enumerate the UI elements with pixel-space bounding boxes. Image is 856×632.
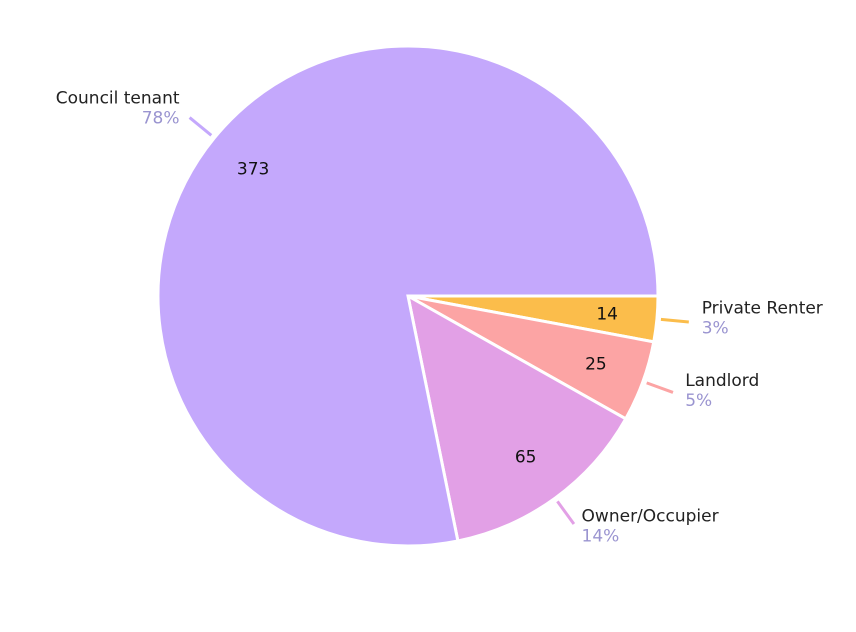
leader-line [188, 116, 213, 137]
leader-line [646, 381, 674, 394]
leader-line [660, 317, 689, 324]
slice-label: Landlord [685, 371, 759, 391]
slice-count: 25 [585, 354, 607, 374]
leader-line [556, 500, 576, 525]
slice-label: Private Renter [702, 299, 823, 319]
slice-count: 373 [237, 159, 269, 179]
slice-percent: 14% [582, 527, 620, 547]
slice-count: 14 [596, 304, 618, 324]
slice-percent: 3% [702, 319, 729, 339]
slice-label: Council tenant [56, 89, 180, 109]
slice-label: Owner/Occupier [582, 507, 719, 527]
pie-slice [156, 44, 660, 548]
slice-percent: 5% [685, 391, 712, 411]
slice-count: 65 [515, 448, 537, 468]
pie-slice [405, 293, 628, 543]
slice-percent: 78% [142, 109, 180, 129]
